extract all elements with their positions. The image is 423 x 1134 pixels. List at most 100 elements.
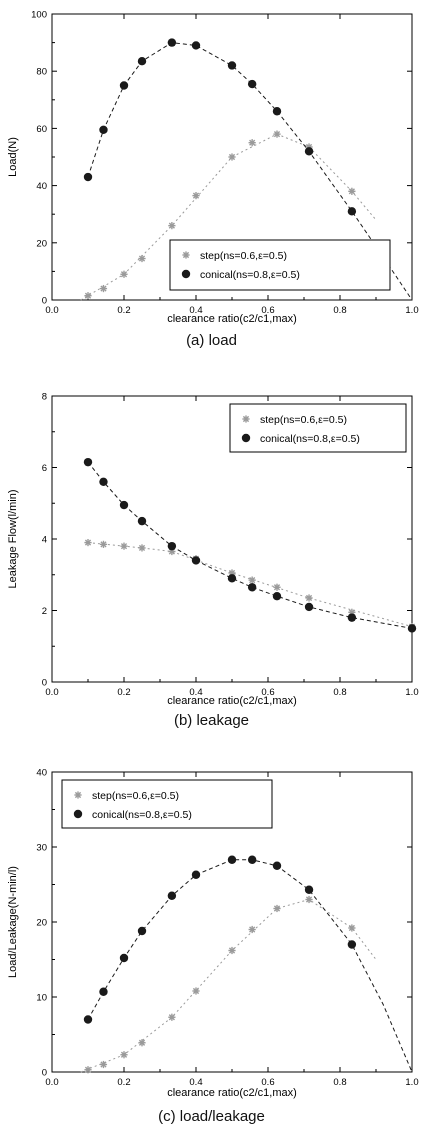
y-tick-label: 0 (42, 678, 47, 689)
data-point-step (84, 1066, 92, 1074)
y-tick-label: 20 (36, 238, 47, 249)
fit-line-star (80, 898, 377, 1073)
y-axis-label: Load(N) (7, 137, 19, 177)
y-tick-label: 80 (36, 67, 47, 78)
data-point-step (138, 254, 146, 263)
data-point-step (273, 904, 281, 913)
y-axis-label: Load/Leakage(N-min/l) (7, 866, 19, 978)
data-point-step (84, 538, 92, 547)
x-axis-label: clearance ratio(c2/c1,max) (167, 1087, 297, 1099)
data-point-step (248, 925, 256, 934)
x-tick-label: 0.0 (45, 305, 58, 316)
data-point-step (348, 187, 356, 195)
data-point-step (305, 594, 313, 602)
data-point-conical (304, 885, 314, 894)
data-point-conical (99, 987, 108, 996)
legend-marker-conical (73, 809, 83, 819)
caption-load-leakage: (c) load/leakage (158, 1108, 265, 1125)
caption-load: (a) load (186, 332, 237, 349)
data-point-conical (227, 855, 237, 864)
legend-label: conical(ns=0.8,ε=0.5) (200, 269, 300, 281)
data-point-step (348, 924, 356, 932)
x-tick-label: 0.6 (261, 687, 274, 698)
x-tick-label: 0.4 (189, 1077, 202, 1088)
data-point-conical (83, 1015, 93, 1024)
legend-box (229, 403, 407, 453)
data-point-conical (272, 592, 282, 601)
x-tick-label: 0.2 (117, 305, 130, 316)
data-point-conical (347, 940, 357, 949)
fit-line-dot (87, 461, 413, 629)
y-tick-label: 0 (42, 296, 47, 307)
chart-panel-load-leakage: 0.0 0.2 0.4 0.6 0.8 1.0 0 10 20 30 40 clearance rat… (0, 762, 423, 1106)
data-point-step (99, 1060, 108, 1069)
load-leakage-chart: 0.0 0.2 0.4 0.6 0.8 1.0 0 10 20 30 40 clearance rat… (7, 768, 419, 1100)
fit-line-star (87, 542, 413, 628)
legend-label: step(ns=0.6,ε=0.5) (200, 250, 287, 262)
data-point-step (192, 192, 200, 200)
data-point-step (248, 139, 256, 147)
data-point-step (228, 946, 236, 955)
load-chart: 0.0 0.2 0.4 0.6 0.8 1.0 0 20 40 60 80 100 clearance … (7, 10, 419, 326)
legend-label: step(ns=0.6,ε=0.5) (92, 790, 179, 802)
x-tick-label: 1.0 (405, 687, 418, 698)
data-point-conical (137, 56, 147, 66)
y-tick-label: 40 (36, 768, 47, 779)
x-tick-label: 0.4 (189, 687, 202, 698)
series-star (80, 895, 377, 1074)
x-tick-label: 0.8 (333, 1077, 346, 1088)
data-point-step (273, 130, 281, 138)
fit-line-dot (87, 859, 413, 1073)
y-tick-label: 20 (36, 918, 47, 929)
x-tick-label: 0.8 (333, 687, 346, 698)
series-dot (83, 855, 413, 1073)
x-tick-label: 1.0 (405, 1077, 418, 1088)
data-point-conical (99, 477, 108, 486)
data-point-conical (119, 953, 129, 963)
x-tick-label: 0.6 (261, 1077, 274, 1088)
data-point-step (168, 1013, 176, 1021)
series-dot (83, 457, 417, 633)
data-point-conical (83, 457, 93, 467)
fit-line-star (80, 133, 377, 301)
data-point-conical (119, 500, 129, 510)
y-tick-label: 100 (31, 10, 47, 21)
data-point-step (120, 270, 128, 278)
y-tick-label: 30 (36, 843, 47, 854)
data-point-step (138, 1039, 146, 1047)
legend-box (169, 239, 391, 291)
data-point-conical (99, 125, 108, 135)
legend-label: step(ns=0.6,ε=0.5) (260, 414, 347, 426)
y-tick-label: 4 (42, 535, 47, 546)
data-point-step (305, 895, 313, 904)
data-point-conical (407, 624, 417, 633)
data-point-conical (83, 172, 93, 182)
data-point-conical (191, 870, 201, 879)
leakage-chart: 0.0 0.2 0.4 0.6 0.8 1.0 0 2 4 6 8 clearance ratio(c… (7, 392, 419, 708)
legend-marker-step (74, 791, 82, 799)
y-tick-label: 2 (42, 606, 47, 617)
legend: step(ns=0.6,ε=0.5) conical(ns=0.8,ε=0.5) (229, 403, 407, 453)
data-point-step (84, 292, 92, 300)
data-point-conical (347, 207, 357, 216)
legend: step(ns=0.6,ε=0.5) conical(ns=0.8,ε=0.5) (169, 239, 391, 291)
y-tick-label: 6 (42, 463, 47, 474)
data-point-conical (191, 556, 201, 565)
x-tick-label: 0.0 (45, 687, 58, 698)
data-point-conical (167, 38, 177, 47)
data-point-conical (137, 926, 147, 936)
legend: step(ns=0.6,ε=0.5) conical(ns=0.8,ε=0.5) (61, 779, 273, 829)
data-point-conical (137, 516, 147, 526)
caption-leakage: (b) leakage (173, 712, 250, 729)
legend-marker-conical (241, 433, 251, 443)
chart-panel-load: 0.0 0.2 0.4 0.6 0.8 1.0 0 20 40 60 80 100 clearance … (0, 0, 423, 330)
x-tick-label: 0.2 (117, 1077, 130, 1088)
data-point-conical (167, 541, 177, 551)
data-point-step (168, 222, 176, 230)
x-axis-label: clearance ratio(c2/c1,max) (167, 695, 297, 707)
data-point-conical (227, 61, 237, 70)
legend-marker-step (242, 415, 250, 423)
x-tick-label: 1.0 (405, 305, 418, 316)
legend-marker-conical (181, 269, 191, 279)
x-tick-label: 0.4 (189, 305, 202, 316)
